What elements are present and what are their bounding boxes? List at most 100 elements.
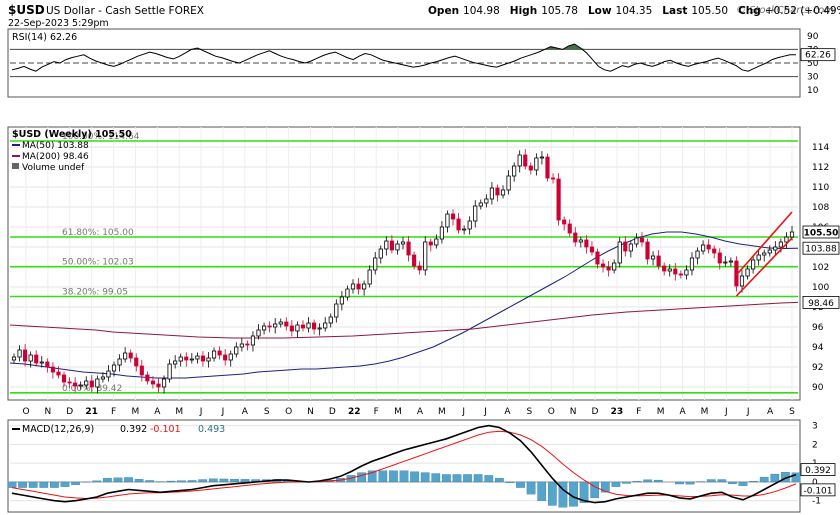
candle-body — [350, 283, 356, 290]
candle-body — [767, 249, 772, 254]
candle-body — [639, 237, 645, 243]
rsi-series — [11, 43, 797, 72]
candle — [756, 249, 761, 266]
candle-body — [562, 219, 567, 225]
candle — [61, 371, 67, 387]
candle-body — [89, 380, 94, 388]
ohlc-value-last: 105.50 — [691, 5, 728, 17]
price-tick-94: 94 — [812, 343, 824, 353]
macd-hist-bar — [92, 480, 102, 483]
candle-body — [417, 265, 422, 271]
candle — [667, 264, 672, 277]
candle — [500, 185, 506, 199]
macd-tick-0: 0 — [812, 478, 818, 488]
candle — [562, 216, 567, 231]
x-tick-5: M — [132, 407, 140, 417]
candle-body — [378, 248, 383, 259]
candle — [378, 245, 383, 264]
macd-hist-bar — [240, 479, 250, 483]
candle — [139, 360, 144, 382]
candle-body — [517, 154, 522, 167]
candle — [106, 365, 111, 382]
candle — [662, 262, 667, 276]
ma200-line — [9, 301, 799, 339]
candle-body — [717, 252, 722, 264]
candle — [67, 377, 72, 389]
candle-body — [256, 329, 261, 337]
candle — [111, 361, 117, 377]
x-tick-1: N — [45, 407, 52, 417]
x-tick-27: 23 — [611, 407, 624, 417]
x-tick-13: N — [307, 407, 314, 417]
x-tick-17: M — [394, 407, 402, 417]
candle — [256, 324, 261, 340]
candle-body — [373, 257, 378, 271]
candle — [223, 349, 228, 366]
candle — [123, 347, 128, 363]
x-tick-33: J — [746, 407, 750, 417]
candle — [684, 265, 689, 280]
candle — [345, 285, 350, 301]
candle-body — [412, 254, 417, 267]
x-tick-20: J — [461, 407, 465, 417]
candle — [289, 320, 294, 337]
candle — [211, 347, 217, 362]
candle-body — [673, 268, 678, 275]
macd-hist-bar — [134, 478, 144, 483]
candle — [439, 221, 444, 244]
macd-hist-bar — [770, 473, 780, 483]
candle-body — [206, 357, 211, 362]
rsi-last-value-label: 62.26 — [805, 51, 831, 61]
candle — [178, 353, 183, 367]
candle — [550, 173, 556, 184]
candle-body — [634, 237, 639, 245]
macd-legend-value: 0.392 — [120, 424, 147, 435]
candle — [373, 252, 378, 275]
candle-body — [739, 275, 745, 287]
macd-hist-bar — [399, 470, 409, 483]
macd-hist-bar — [728, 481, 737, 484]
candle-body — [395, 243, 400, 251]
candle-body — [167, 363, 172, 380]
candle-body — [495, 187, 500, 196]
candle-body — [756, 254, 761, 261]
candle — [567, 219, 572, 237]
macd-hist-bar — [558, 481, 568, 508]
macd-hist-bar — [60, 481, 70, 487]
candle — [362, 280, 367, 296]
rsi-tick-10: 10 — [807, 86, 819, 96]
candle-body — [295, 324, 300, 332]
macd-hist-bar — [187, 480, 197, 483]
macd-line — [11, 424, 797, 504]
candle — [512, 162, 517, 182]
macd-last-value-label-box — [800, 463, 836, 476]
candle — [689, 252, 695, 276]
macd-hist-bar — [516, 481, 525, 488]
candle-body — [512, 165, 517, 177]
candle — [78, 381, 83, 390]
candle — [250, 331, 256, 352]
candle — [156, 378, 161, 393]
candle — [273, 318, 278, 334]
candle — [484, 194, 489, 208]
macd-hist-bar — [389, 470, 398, 483]
candle-body — [423, 241, 428, 271]
candle-body — [61, 374, 67, 383]
candle — [39, 356, 44, 368]
x-tick-12: O — [285, 407, 292, 417]
candle — [195, 352, 200, 364]
candle — [145, 371, 150, 385]
candle — [456, 213, 461, 234]
candle-body — [123, 352, 128, 360]
x-tick-16: F — [374, 407, 379, 417]
candle — [423, 236, 428, 276]
macd-hist-bar — [442, 474, 451, 483]
candle — [556, 173, 561, 226]
candle — [645, 238, 650, 265]
macd-hist-bar — [452, 474, 462, 483]
candle — [739, 270, 745, 293]
rsi-overbought-fill — [568, 43, 575, 50]
candle-body — [439, 226, 444, 240]
macd-hist-bar — [579, 481, 589, 503]
